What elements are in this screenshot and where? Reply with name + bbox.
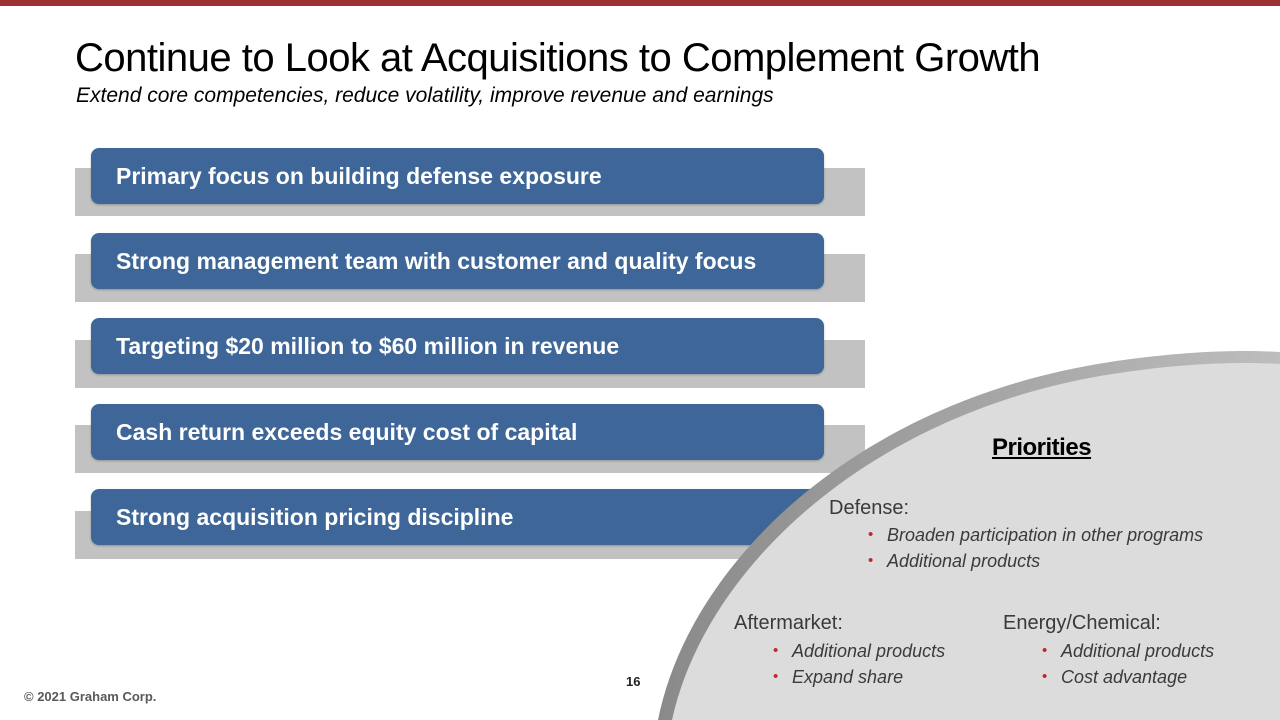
criterion-text: Targeting $20 million to $60 million in … <box>116 332 620 359</box>
criterion-bar: Targeting $20 million to $60 million in … <box>91 318 824 374</box>
priorities-heading: Priorities <box>992 434 1092 461</box>
criterion-bar: Strong acquisition pricing discipline <box>91 489 824 545</box>
criterion-bar: Primary focus on building defense exposu… <box>91 148 824 204</box>
page-number: 16 <box>626 674 641 689</box>
energy-chemical-label: Energy/Chemical: <box>1003 612 1161 634</box>
bullet-icon: • <box>868 552 874 569</box>
list-item: • Broaden participation in other programs <box>867 522 1203 548</box>
bullet-icon: • <box>1042 668 1048 685</box>
aftermarket-list: • Additional products • Expand share <box>772 638 945 690</box>
aftermarket-label: Aftermarket: <box>734 612 843 634</box>
priorities-arc-fill <box>672 363 1280 720</box>
slide-subtitle: Extend core competencies, reduce volatil… <box>76 84 774 107</box>
criterion-text: Strong management team with customer and… <box>116 247 757 274</box>
criterion-bar: Strong management team with customer and… <box>91 233 824 289</box>
defense-list: • Broaden participation in other programs… <box>867 522 1203 574</box>
top-accent-bar <box>0 0 1280 6</box>
bullet-icon: • <box>1042 642 1048 659</box>
criterion-bar: Cash return exceeds equity cost of capit… <box>91 404 824 460</box>
criterion-text: Primary focus on building defense exposu… <box>116 162 602 189</box>
energy-chemical-list: • Additional products • Cost advantage <box>1041 638 1214 690</box>
defense-label: Defense: <box>829 497 910 519</box>
list-item: • Expand share <box>772 664 945 690</box>
bullet-icon: • <box>773 668 779 685</box>
list-item: • Cost advantage <box>1041 664 1214 690</box>
bullet-icon: • <box>773 642 779 659</box>
copyright: © 2021 Graham Corp. <box>24 689 157 704</box>
slide-title: Continue to Look at Acquisitions to Comp… <box>75 36 1041 80</box>
list-item: • Additional products <box>867 548 1203 574</box>
list-item: • Additional products <box>1041 638 1214 664</box>
bullet-icon: • <box>868 526 874 543</box>
criterion-text: Cash return exceeds equity cost of capit… <box>116 418 578 445</box>
criterion-text: Strong acquisition pricing discipline <box>116 503 514 530</box>
list-item: • Additional products <box>772 638 945 664</box>
